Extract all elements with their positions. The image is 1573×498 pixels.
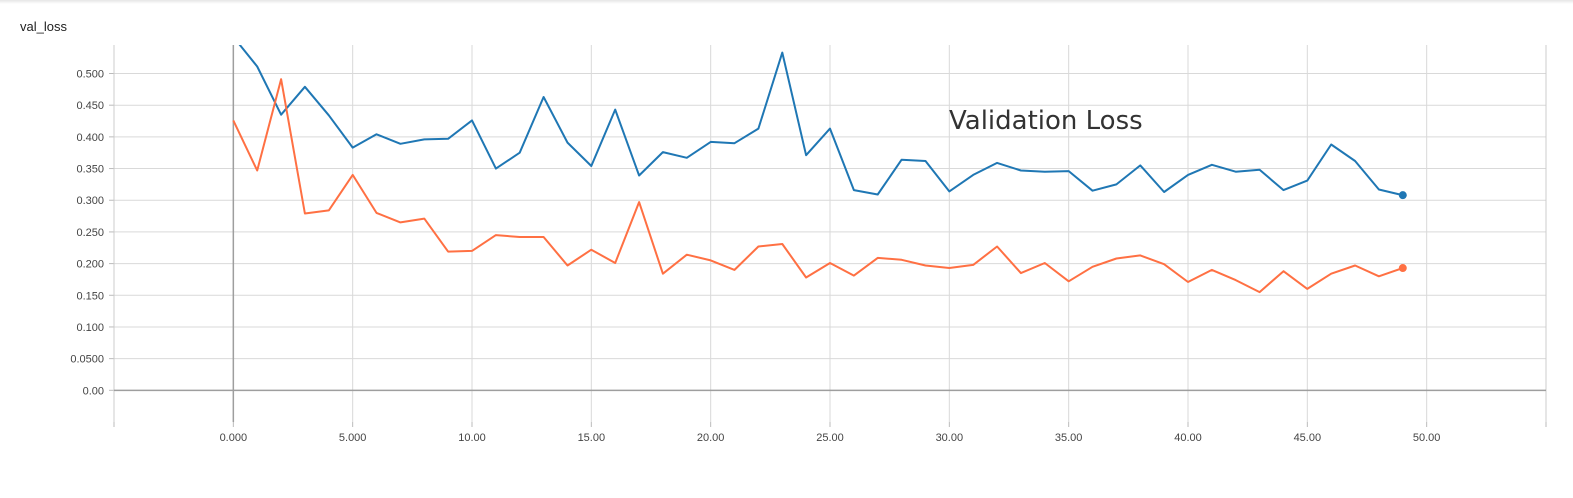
x-tick-label: 15.00 [578,432,606,444]
chart-title: val_loss [20,19,67,34]
chart-annotation: Validation Loss [949,106,1143,136]
x-tick-label: 20.00 [697,432,725,444]
x-tick-label: 5.000 [339,432,367,444]
axes [109,45,1547,427]
series-lines [232,45,1407,294]
y-tick-label: 0.500 [76,69,104,81]
x-tick-label: 50.00 [1413,432,1441,444]
y-tick-label: 0.0500 [70,354,104,366]
series-line-2 [232,78,1404,294]
top-divider [0,0,1573,4]
y-tick-label: 0.200 [76,259,104,271]
x-tick-label: 35.00 [1055,432,1083,444]
y-tick-label: 0.250 [76,227,104,239]
x-tick-label: 45.00 [1294,432,1322,444]
series-line-1 [238,45,1404,197]
x-tick-label: 10.00 [458,432,486,444]
y-tick-label: 0.350 [76,164,104,176]
y-tick-label: 0.400 [76,132,104,144]
series-endpoint-2 [1398,264,1407,273]
x-tick-label: 0.000 [220,432,248,444]
grid-lines [114,45,1546,422]
y-tick-label: 0.150 [76,290,104,302]
x-tick-label: 25.00 [816,432,844,444]
y-tick-label: 0.100 [76,322,104,334]
series-endpoint-1 [1398,191,1407,200]
x-tick-label: 40.00 [1174,432,1202,444]
y-tick-label: 0.450 [76,100,104,112]
y-tick-label: 0.300 [76,195,104,207]
y-tick-label: 0.00 [83,385,104,397]
x-tick-label: 30.00 [936,432,964,444]
tick-labels: 0.000 5.000 10.00 15.00 20.00 25.00 30.00 35.00… [70,69,1440,444]
